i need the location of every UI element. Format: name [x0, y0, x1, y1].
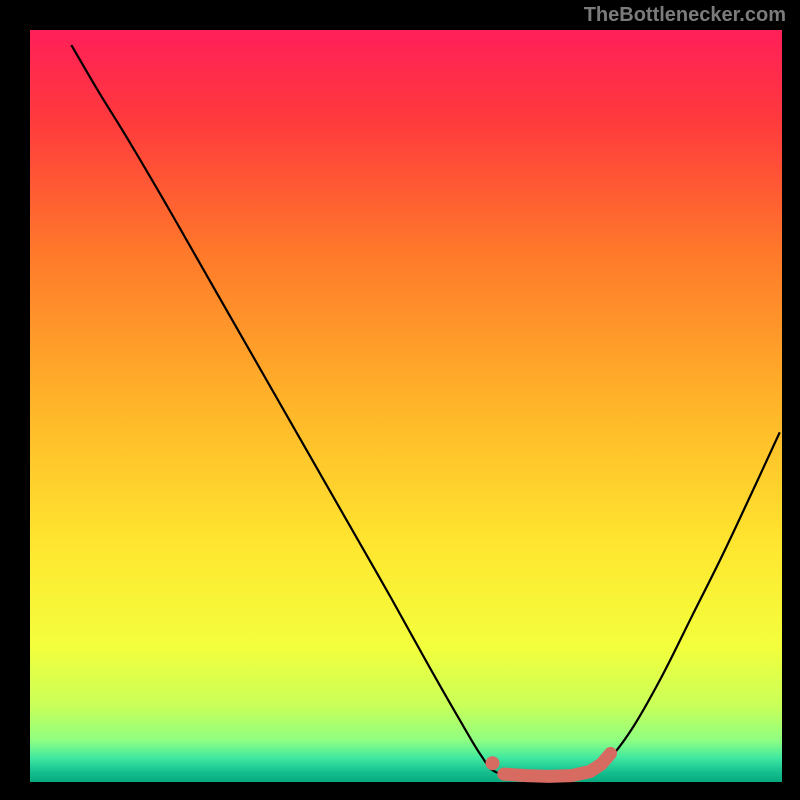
bottleneck-chart: [0, 0, 800, 800]
plot-background: [30, 30, 782, 782]
watermark-text: TheBottlenecker.com: [584, 4, 786, 27]
optimal-point-marker: [485, 756, 499, 770]
chart-container: { "watermark": { "text": "TheBottlenecke…: [0, 0, 800, 800]
